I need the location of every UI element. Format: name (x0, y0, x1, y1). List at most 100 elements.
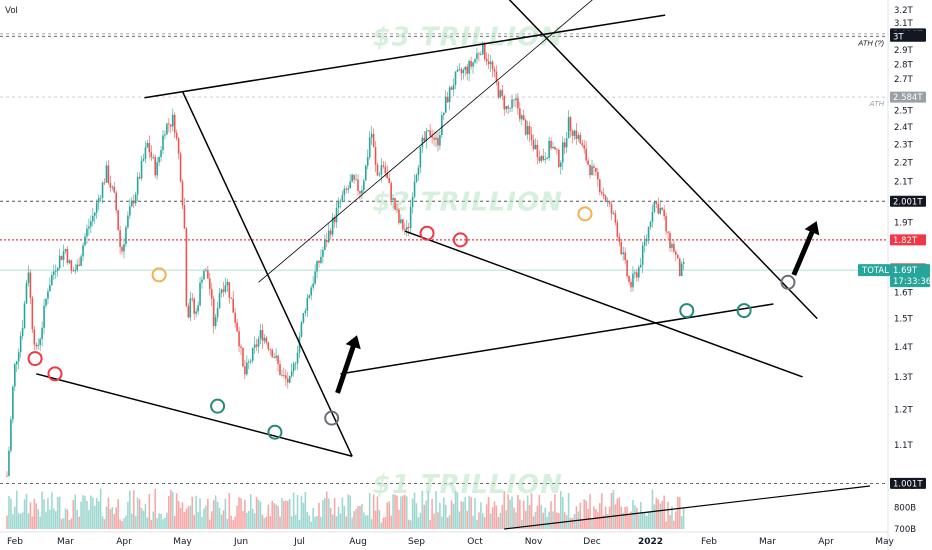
volume-bar (121, 521, 123, 529)
volume-bar (90, 495, 92, 529)
candle-body (667, 231, 669, 233)
volume-bar (78, 516, 80, 529)
volume-bar (255, 496, 258, 529)
x-tick-label: 2022 (638, 537, 663, 547)
candle-body (569, 117, 572, 132)
candle-body (267, 342, 270, 350)
candle-body (168, 123, 170, 125)
volume-bar (316, 515, 318, 529)
candle-body (240, 346, 242, 348)
volume-bar (140, 508, 143, 529)
candle-body (616, 222, 619, 237)
volume-bar (505, 510, 507, 529)
volume-bar (435, 491, 437, 529)
volume-bar (6, 515, 8, 529)
volume-bar (56, 497, 59, 529)
candle-body (82, 245, 84, 257)
candle-body (275, 355, 277, 358)
volume-bar (164, 517, 166, 529)
x-tick-label: Dec (583, 537, 600, 547)
candle-body (144, 147, 147, 159)
volume-bar (191, 496, 194, 529)
candle-body (45, 298, 47, 306)
candle-body (638, 267, 640, 278)
x-tick-label: Mar (759, 537, 776, 547)
volume-bar (614, 504, 617, 529)
volume-bar (571, 518, 574, 529)
y-tick-label: 3.1T (894, 19, 914, 29)
volume-bar (209, 519, 211, 529)
y-tick-label: 2.1T (894, 178, 914, 188)
marker-circle (780, 274, 796, 290)
volume-bar (546, 516, 548, 529)
candle-body (374, 147, 377, 165)
candle-body (454, 71, 457, 85)
volume-bar (374, 510, 377, 529)
volume-bar (647, 512, 650, 529)
candle-body (183, 205, 186, 229)
candle-body (294, 363, 297, 365)
volume-bar (405, 496, 408, 529)
candle-body (384, 166, 387, 174)
candle-body (93, 212, 96, 216)
volume-bar (392, 494, 394, 529)
candle-body (193, 298, 195, 314)
volume-bar (513, 507, 515, 529)
candle-body (534, 144, 537, 149)
candle-body (624, 252, 626, 261)
volume-bar (49, 509, 51, 529)
candle-body (462, 69, 465, 74)
volume-bar (622, 512, 624, 529)
candle-body (561, 142, 564, 163)
candle-body (103, 182, 106, 184)
candle-body (595, 167, 597, 173)
volume-bar (261, 514, 264, 529)
candle-body (304, 310, 307, 313)
volume-bar (253, 513, 256, 529)
candle-body (255, 344, 258, 347)
candle-body (216, 308, 219, 318)
candle-body (626, 260, 628, 277)
candle-body (8, 450, 10, 476)
volume-bar (429, 519, 431, 529)
volume-bar (298, 519, 301, 529)
candle-body (489, 61, 492, 65)
volume-bar (60, 518, 63, 529)
candle-body (49, 285, 51, 292)
volume-bar (404, 494, 406, 529)
y-tick-label: 2.7T (894, 75, 914, 85)
candle-body (80, 256, 82, 266)
volume-bar (522, 500, 525, 529)
candle-body (248, 361, 250, 363)
candle-body (530, 134, 533, 140)
volume-bar (357, 506, 359, 529)
candle-body (218, 293, 221, 309)
volume-bar (372, 494, 375, 529)
volume-bar (74, 494, 77, 529)
candle-body (212, 298, 215, 327)
candle-body (599, 179, 601, 193)
volume-bar (643, 512, 646, 529)
candle-body (6, 475, 8, 477)
candle-body (224, 285, 227, 292)
volume-bar (396, 495, 398, 529)
y-tick-label: 1.6T (894, 288, 914, 298)
volume-bar (639, 501, 642, 529)
volume-bar (419, 512, 422, 529)
candle-body (587, 160, 589, 165)
volume-bar (136, 497, 139, 529)
trendline (340, 303, 774, 375)
candle-body (347, 188, 350, 190)
volume-bar (43, 499, 45, 529)
volume-bar (482, 513, 484, 529)
volume-bar (47, 497, 49, 529)
volume-bar (82, 495, 84, 529)
candle-body (316, 260, 318, 272)
volume-bar (14, 506, 16, 529)
y-tick-label: 2.9T (894, 46, 914, 56)
price-tags: 3.018T3T2.584T2.001T1.82T1.695T1.001TTOT… (858, 28, 931, 489)
y-tick-label: 1.3T (894, 373, 914, 383)
candle-body (222, 289, 225, 292)
volume-bar (407, 519, 410, 529)
